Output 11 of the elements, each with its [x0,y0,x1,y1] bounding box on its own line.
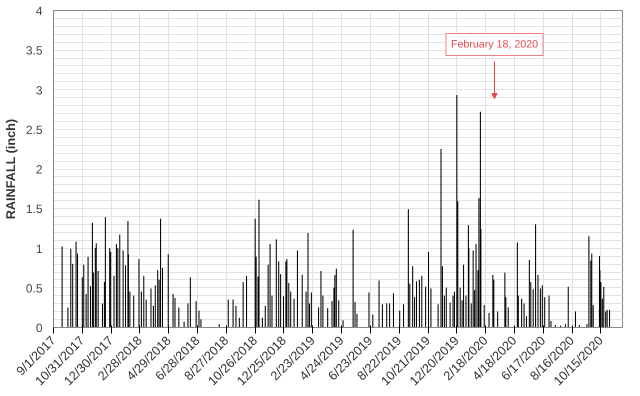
y-tick-label: 1 [36,242,43,256]
y-tick-label: 2 [36,162,43,176]
annotation: February 18, 2020 [450,38,538,50]
y-tick-label: 4 [36,4,43,18]
y-tick-label: 3 [36,83,43,98]
y-tick-label: 2.5 [26,122,43,137]
y-axis-title: RAINFALL (inch) [4,118,18,220]
y-tick-label: 3.5 [26,44,43,58]
y-tick-label: 0 [36,321,43,335]
y-tick-label: 1.5 [26,202,43,216]
y-tick-label: 0.5 [26,281,43,296]
